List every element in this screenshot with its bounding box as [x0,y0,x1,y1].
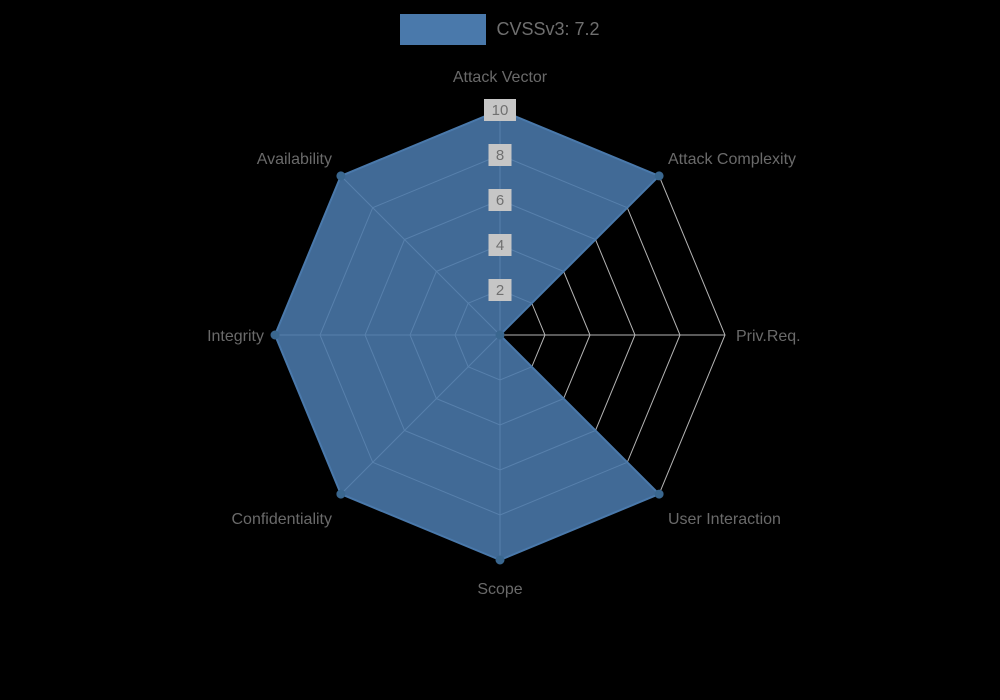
tick-label: 8 [496,147,504,164]
tick-backdrop [488,189,512,211]
legend-swatch[interactable] [400,14,487,45]
chart-legend[interactable]: CVSSv3: 7.2 [0,14,1000,45]
data-point [270,330,280,340]
axis-label: Scope [477,581,522,598]
tick-backdrop [484,99,516,121]
tick-label: 4 [496,237,504,254]
tick-label: 10 [492,102,509,119]
axis-label: Priv.Req. [736,328,801,345]
tick-backdrop [488,234,512,256]
tick-label: 2 [496,282,504,299]
data-point [336,171,346,181]
data-point [654,489,664,499]
data-point [654,171,664,181]
axis-label: Attack Vector [453,69,548,86]
tick-backdrop [488,144,512,166]
data-point [495,330,505,340]
axis-label: Confidentiality [232,511,333,528]
axis-label: Availability [257,151,332,168]
axis-label: User Interaction [668,511,781,528]
data-point [495,555,505,565]
axis-label: Attack Complexity [668,151,796,168]
tick-label: 6 [496,192,504,209]
legend-title: CVSSv3: 7.2 [496,19,600,39]
data-point [336,489,346,499]
axis-label: Integrity [207,328,264,345]
tick-backdrop [488,279,512,301]
